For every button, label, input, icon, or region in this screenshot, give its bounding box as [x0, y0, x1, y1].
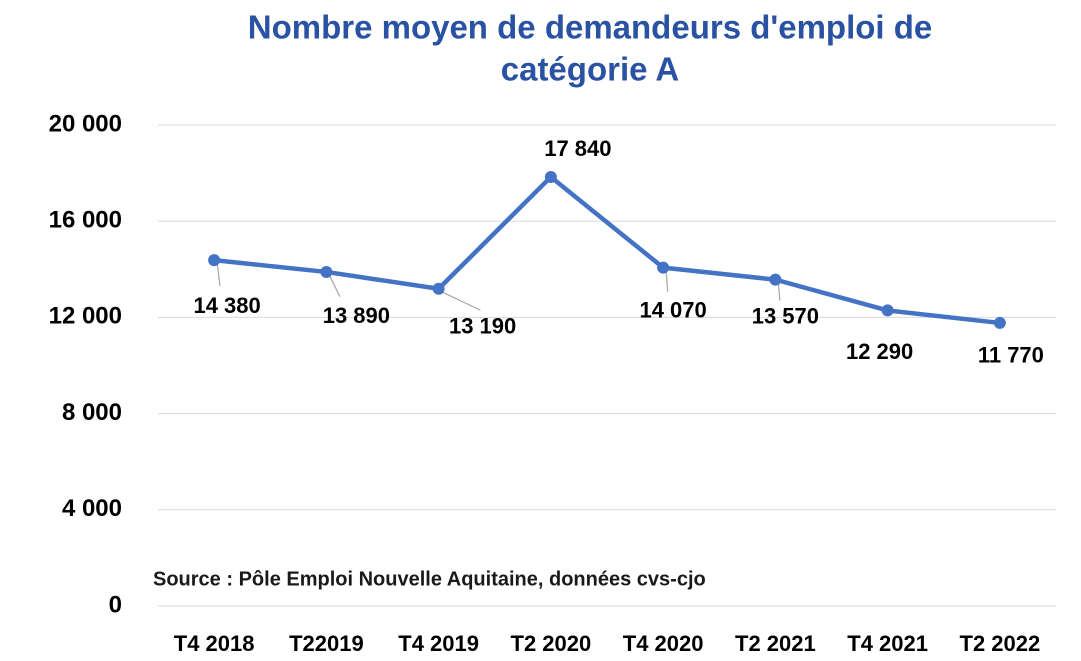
y-tick-label: 16 000: [49, 207, 122, 234]
marker: [432, 282, 445, 295]
data-label: 14 380: [193, 293, 260, 318]
x-tick-label: T4 2021: [847, 631, 928, 656]
data-label: 17 840: [544, 136, 611, 161]
data-label: 12 290: [846, 339, 913, 364]
leader-line: [777, 282, 781, 301]
data-label: 14 070: [639, 297, 706, 322]
line: [213, 174, 1001, 326]
marker: [657, 261, 670, 274]
x-tick-label: T2 2020: [511, 631, 592, 656]
marker: [544, 170, 557, 183]
leader-line: [216, 263, 221, 287]
marker: [320, 265, 333, 278]
x-tick-label: T4 2018: [174, 631, 255, 656]
marker: [208, 254, 221, 267]
y-tick-label: 4 000: [62, 495, 122, 522]
x-tick-label: T22019: [289, 631, 364, 656]
y-tick-label: 20 000: [49, 110, 122, 137]
x-tick-label: T2 2021: [735, 631, 816, 656]
y-tick-label: 0: [109, 591, 122, 618]
marker: [993, 316, 1006, 329]
data-label: 13 190: [449, 314, 516, 339]
y-tick-label: 12 000: [49, 303, 122, 330]
leader-line: [441, 291, 481, 311]
data-label: 13 570: [752, 303, 819, 328]
data-label: 13 890: [323, 303, 390, 328]
source-note: Source : Pôle Emploi Nouvelle Aquitaine,…: [153, 568, 706, 590]
x-tick-label: T4 2019: [398, 631, 479, 656]
chart-title: Nombre moyen de demandeurs d'emploi de: [248, 9, 933, 46]
marker: [881, 304, 894, 317]
x-tick-label: T4 2020: [623, 631, 704, 656]
marker: [769, 273, 782, 286]
leader-line: [328, 274, 341, 297]
y-tick-label: 8 000: [62, 399, 122, 426]
x-tick-label: T2 2022: [960, 631, 1041, 656]
leader-line: [665, 270, 669, 292]
chart-subtitle: catégorie A: [501, 51, 680, 88]
data-label: 11 770: [978, 343, 1044, 368]
